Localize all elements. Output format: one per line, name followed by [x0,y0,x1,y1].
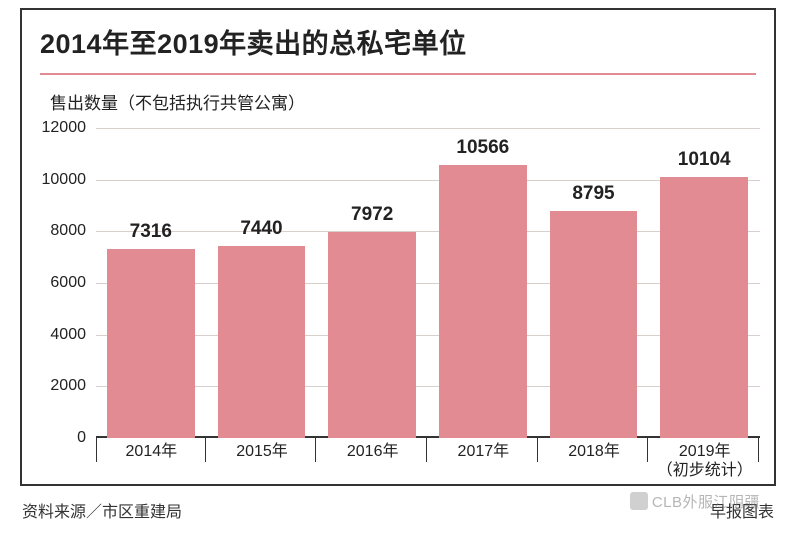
bar: 8795 [550,211,638,438]
bar-slot: 7316 [96,128,207,438]
x-axis-labels: 2014年2015年2016年2017年2018年2019年（初步统计） [96,438,760,480]
bar-value-label: 10566 [456,137,509,159]
y-tick-label: 12000 [26,119,86,137]
title-block: 2014年至2019年卖出的总私宅单位 [22,10,774,67]
bar: 7316 [107,249,195,438]
bar-slot: 10566 [428,128,539,438]
footer: 资料来源／市区重建局 早报图表 [20,494,776,522]
plot-region: 0200040006000800010000120007316744079721… [96,128,760,438]
y-tick-label: 8000 [26,222,86,240]
x-axis-label: 2016年 [317,438,428,480]
chart-title: 2014年至2019年卖出的总私宅单位 [40,22,756,61]
x-axis-label: 2018年 [539,438,650,480]
y-tick-label: 0 [26,429,86,447]
chart-frame: 2014年至2019年卖出的总私宅单位 售出数量（不包括执行共管公寓） 0 200… [20,8,776,486]
x-axis-label: 2014年 [96,438,207,480]
bar: 7440 [218,246,306,438]
y-tick-label: 6000 [26,274,86,292]
bar-value-label: 7316 [130,221,172,243]
bar-slot: 8795 [539,128,650,438]
bar-value-label: 10104 [678,149,731,171]
bar: 10566 [439,165,527,438]
bar-value-label: 7972 [351,204,393,226]
y-tick-label: 4000 [26,326,86,344]
credit-text: 早报图表 [710,498,774,522]
bar: 7972 [328,232,416,438]
x-axis-label: 2015年 [207,438,318,480]
y-tick-label: 10000 [26,171,86,189]
chart-area: 0200040006000800010000120007316744079721… [96,128,760,438]
x-axis-label: 2019年（初步统计） [649,438,760,480]
bars-container: 73167440797210566879510104 [96,128,760,438]
bar-slot: 10104 [649,128,760,438]
bar-value-label: 7440 [240,218,282,240]
chart-subtitle: 售出数量（不包括执行共管公寓） [22,75,774,114]
bar-slot: 7972 [317,128,428,438]
bar: 10104 [660,177,748,438]
y-tick-label: 2000 [26,377,86,395]
bar-slot: 7440 [207,128,318,438]
x-axis-label: 2017年 [428,438,539,480]
bar-value-label: 8795 [572,183,614,205]
source-text: 资料来源／市区重建局 [22,498,182,522]
